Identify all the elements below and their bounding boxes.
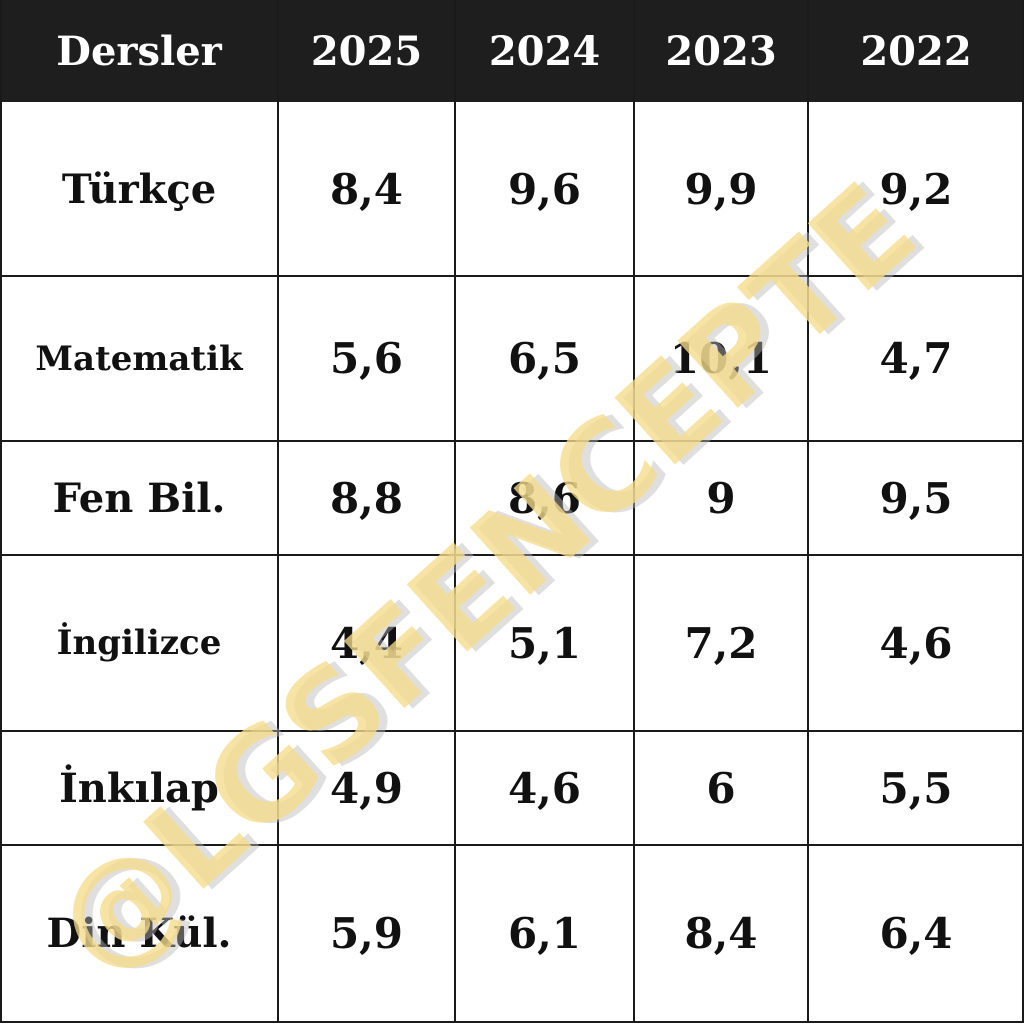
row-label: İnkılap: [59, 764, 219, 812]
data-cell: 9,9: [684, 164, 758, 214]
data-cell: 4,9: [329, 763, 404, 813]
data-cell: 9,2: [879, 164, 953, 214]
data-cell: 9,6: [507, 164, 582, 214]
row-label: Din Kül.: [46, 910, 232, 957]
data-cell: 5,9: [329, 909, 404, 958]
data-cell: 6,5: [507, 334, 582, 383]
header-year: 2025: [310, 27, 423, 75]
header-year: 2023: [665, 27, 777, 75]
table-border: [0, 0, 2, 1022]
data-cell: 9,5: [879, 473, 953, 523]
data-cell: 4,6: [507, 763, 582, 813]
data-cell: 8,6: [507, 473, 582, 523]
data-cell: 6,4: [879, 909, 953, 958]
row-divider: [0, 275, 1024, 277]
data-cell: 7,2: [684, 618, 758, 668]
row-divider: [0, 1021, 1024, 1023]
table-border: [1022, 0, 1024, 1022]
column-divider: [633, 0, 635, 1022]
row-label: İngilizce: [56, 623, 222, 663]
data-cell: 5,6: [329, 334, 404, 383]
data-cell: 5,1: [507, 618, 582, 668]
data-cell: 5,5: [879, 763, 953, 813]
data-cell: 6,1: [507, 909, 582, 958]
row-divider: [0, 844, 1024, 846]
data-cell: 4,6: [879, 618, 953, 668]
row-label: Türkçe: [61, 165, 217, 213]
row-label: Fen Bil.: [52, 474, 226, 522]
row-divider: [0, 440, 1024, 442]
column-divider: [807, 0, 809, 1022]
row-divider: [0, 730, 1024, 732]
data-cell: 4,4: [329, 618, 404, 668]
row-divider: [0, 554, 1024, 556]
data-cell: 10,1: [669, 334, 773, 383]
data-cell: 8,8: [329, 473, 404, 523]
table-header: [0, 0, 1024, 102]
header-year: 2024: [488, 27, 601, 75]
data-cell: 6: [706, 763, 736, 813]
data-cell: 4,7: [879, 334, 953, 383]
data-cell: 8,4: [684, 909, 758, 958]
column-divider: [277, 0, 279, 1022]
column-divider: [454, 0, 456, 1022]
row-label: Matematik: [35, 338, 243, 379]
header-subject: Dersler: [56, 27, 222, 75]
data-cell: 9: [706, 473, 736, 523]
data-cell: 8,4: [329, 164, 404, 214]
header-year: 2022: [860, 27, 972, 75]
